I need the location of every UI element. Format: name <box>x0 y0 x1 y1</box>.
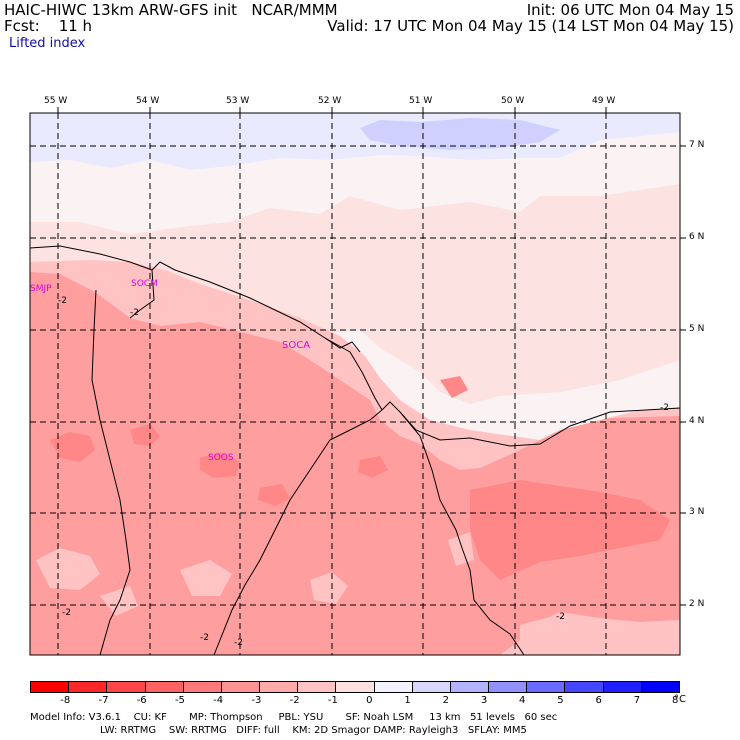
colorbar-tick-label: 0 <box>366 695 373 706</box>
field-patch-minus4-b <box>200 452 240 478</box>
field-patch-minus4-c <box>130 424 160 446</box>
field-island-minus2-c <box>310 572 348 604</box>
lat-lon-grid <box>30 113 680 655</box>
colorbar-tick-label: 6 <box>595 695 602 706</box>
axis-ticks <box>57 107 686 606</box>
map-frame <box>29 112 681 656</box>
lon-label-49w: 49 W <box>592 96 616 106</box>
field-island-minus2-a <box>36 548 100 590</box>
lat-label-6n: 6 N <box>689 232 705 242</box>
colorbar-segment <box>564 682 603 692</box>
colorbar-tick-label: -5 <box>174 695 185 706</box>
colorbar-segment <box>335 682 374 692</box>
station-label-socm: SOCM <box>131 279 158 289</box>
lat-label-5n: 5 N <box>689 324 705 334</box>
lat-label-7n: 7 N <box>689 140 705 150</box>
colorbar-segment <box>144 682 183 692</box>
station-label-soos: SOOS <box>208 453 234 463</box>
colorbar-unit: °C <box>674 694 686 705</box>
contour-label: -2 <box>58 296 67 306</box>
colorbar-segment <box>526 682 565 692</box>
border-suriname-french-guiana <box>213 409 383 655</box>
border-suriname-coast <box>129 269 155 319</box>
lat-label-3n: 3 N <box>689 507 705 517</box>
lon-label-55w: 55 W <box>44 96 68 106</box>
colorbar-tick-label: -1 <box>327 695 338 706</box>
colorbar-tick-label: -8 <box>60 695 71 706</box>
colorbar-segment <box>259 682 298 692</box>
colorbar-tick-label: 3 <box>480 695 488 706</box>
colorbar-segment <box>182 682 221 692</box>
model-info-line1: Model Info: V3.6.1 CU: KF MP: Thompson P… <box>30 712 558 723</box>
colorbar-segment <box>449 682 489 692</box>
forecast-hour: Fcst: 11 h <box>4 17 93 35</box>
colorbar-tick-label: -3 <box>251 695 262 706</box>
colorbar-segment <box>488 682 527 692</box>
lon-label-53w: 53 W <box>226 96 250 106</box>
border-french-guiana-brazil <box>399 407 680 447</box>
contour-label: -2 <box>660 403 669 413</box>
colorbar-tick-label: 1 <box>404 695 411 706</box>
colorbar-segment <box>373 682 412 692</box>
field-island-minus2-d <box>448 532 474 566</box>
field-island-minus2-e <box>520 614 660 655</box>
field-patch-minus4-e <box>358 456 388 478</box>
station-label-smjp: SMJP <box>30 284 52 294</box>
contour-label: -2 <box>556 612 565 622</box>
colorbar-segment <box>31 682 69 692</box>
field-band-minus1-to-0 <box>30 184 680 404</box>
coastlines-and-borders <box>30 245 680 655</box>
station-label-soca: SOCA <box>282 340 311 351</box>
model-info-line2: LW: RRTMG SW: RRTMG DIFF: full KM: 2D Sm… <box>100 725 527 736</box>
lat-label-2n: 2 N <box>689 599 705 609</box>
valid-time: Valid: 17 UTC Mon 04 May 15 (14 LST Mon … <box>327 17 734 35</box>
colorbar-tick-label: -7 <box>98 695 109 706</box>
plot-title: HAIC-HIWC 13km ARW-GFS init NCAR/MMM <box>4 1 338 19</box>
colorbar <box>30 681 680 693</box>
lifted-index-field <box>30 113 680 655</box>
contour-label: -2 <box>234 638 243 648</box>
field-patch-minus4-f <box>440 376 468 398</box>
contour-label: -2 <box>200 633 209 643</box>
border-suriname-guyana <box>91 289 131 655</box>
colorbar-segment <box>106 682 145 692</box>
colorbar-tick-label: 7 <box>633 695 641 706</box>
colorbar-tick-label: -2 <box>289 695 300 706</box>
colorbar-segment <box>297 682 336 692</box>
lon-label-54w: 54 W <box>136 96 160 106</box>
coastline <box>30 245 525 655</box>
field-patch-minus4 <box>50 432 95 462</box>
colorbar-tick-label: -4 <box>213 695 224 706</box>
contour-label: -2 <box>62 608 71 618</box>
field-band-minus4-to-minus3 <box>470 480 670 580</box>
field-name: Lifted index <box>9 36 86 51</box>
colorbar-segment <box>68 682 107 692</box>
colorbar-segment <box>411 682 450 692</box>
field-island-minus2-b <box>180 560 232 596</box>
field-band-2-to-3 <box>360 118 560 150</box>
colorbar-segment <box>220 682 260 692</box>
field-patch-minus4-d <box>258 484 290 506</box>
contour-label: -2 <box>130 308 139 318</box>
colorbar-tick-label: 2 <box>442 695 449 706</box>
lat-label-4n: 4 N <box>689 416 705 426</box>
lon-label-52w: 52 W <box>318 96 342 106</box>
colorbar-tick-label: 8 <box>672 695 679 706</box>
lon-label-50w: 50 W <box>501 96 525 106</box>
init-time: Init: 06 UTC Mon 04 May 15 <box>526 1 734 19</box>
colorbar-tick-label: -6 <box>136 695 147 706</box>
colorbar-tick-label: 5 <box>557 695 564 706</box>
colorbar-segment <box>640 682 679 692</box>
colorbar-tick-label: 4 <box>519 695 526 706</box>
lon-label-51w: 51 W <box>409 96 433 106</box>
colorbar-segment <box>602 682 641 692</box>
